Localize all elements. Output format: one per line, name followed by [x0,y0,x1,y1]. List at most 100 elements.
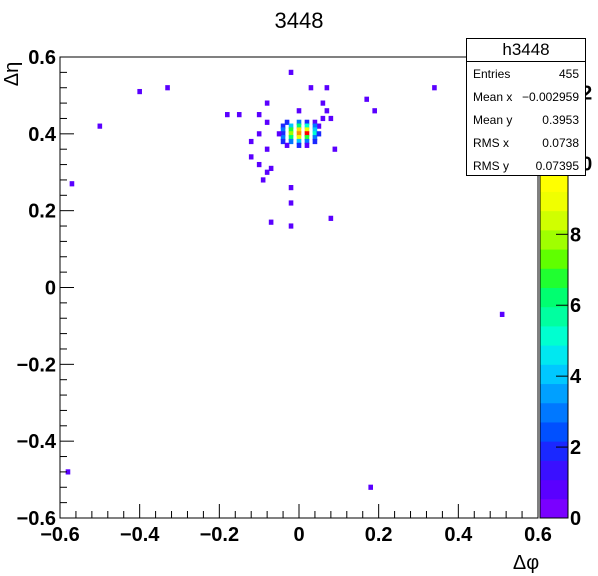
heatmap-cell [304,135,310,141]
heatmap-cell [137,88,142,95]
heatmap-cell [260,177,266,183]
palette-bin [540,383,568,404]
heatmap-cell [304,123,310,129]
palette-bin [540,287,568,308]
stats-row: Entries 455 [467,62,585,85]
heatmap-cell [288,200,294,206]
palette-bin [540,229,568,250]
heatmap-cell [312,123,318,129]
palette-bin [540,402,568,423]
stats-label: RMS x [473,135,509,150]
heatmap-cell [324,85,330,91]
stats-label: Mean y [473,112,513,127]
heatmap-cell [296,108,302,114]
stats-row: RMS y 0.07395 [467,154,585,177]
x-tick-label: 0 [293,524,304,546]
palette-bin [540,479,568,500]
stats-title: h3448 [467,39,585,62]
heatmap-cell [332,146,338,152]
heatmap-cell [312,138,318,145]
stats-value: 455 [558,66,579,81]
heatmap-cell [264,146,270,152]
palette-bin [540,268,568,288]
palette-bin [540,441,568,461]
heatmap-cell [296,142,302,148]
heatmap-cell [288,138,294,145]
stats-row: Mean y 0.3953 [467,108,585,131]
heatmap-cell [264,100,270,106]
heatmap-cell [280,127,286,133]
palette-bin [540,210,568,231]
x-axis: −0.6 −0.4 −0.2 0 0.2 0.4 0.6 [40,504,552,546]
heatmap-cell [288,131,294,137]
stats-label: Entries [473,66,511,81]
heatmap-cell [296,123,302,129]
heatmap-cell [316,123,322,129]
stats-value: 0.3953 [542,112,579,127]
heatmap-cell [256,161,262,168]
stats-value: −0.002959 [521,89,579,104]
palette-bin [540,460,568,481]
z-tick-label: 6 [570,295,581,317]
palette-bin [540,191,568,212]
heatmap-cell [372,108,377,114]
x-tick-label: −0.6 [40,524,79,546]
stats-value: 0.07395 [535,158,579,173]
heatmap-cell [280,123,286,129]
x-tick-label: 0.2 [365,524,393,546]
heatmap-cell [312,135,318,141]
heatmap-cell [288,69,294,75]
palette-bin [540,421,568,442]
heatmap-cell [288,223,294,229]
heatmap-cell [312,131,318,137]
x-tick-label: 0.4 [444,524,473,546]
x-tick-label: −0.2 [200,524,239,546]
heatmap-cell [320,115,326,122]
y-tick-label: −0.2 [17,354,56,376]
heatmap-cell [304,138,310,145]
heatmap-cell [368,484,373,490]
palette-bin [540,249,568,269]
heatmap-cell [296,138,302,145]
palette-bin [540,364,568,385]
heatmap-cell [324,108,330,114]
stats-label: Mean x [473,89,513,104]
heatmap-cell [432,85,437,91]
y-tick-label: −0.4 [17,431,57,453]
heatmap-cell [280,131,286,137]
stats-row: RMS x 0.0738 [467,131,585,154]
z-tick-label: 0 [570,508,581,530]
heatmap-cell [304,142,310,148]
palette-bin [540,325,568,346]
heatmap-cell [288,135,294,141]
heatmap-cell [296,119,302,125]
stats-box: h3448 Entries 455 Mean x −0.002959 Mean … [466,38,586,176]
heatmap-cell [312,127,318,133]
heatmap-cell [248,154,254,160]
chart-title: 3448 [275,8,324,33]
heatmap-cell [296,131,302,137]
heatmap-cell [225,112,230,118]
heatmap-cell [316,131,322,137]
heatmap-cell [264,119,270,125]
heatmap-cell [288,185,294,191]
heatmap-cell [280,138,286,145]
x-tick-label: 0.6 [524,524,552,546]
heatmap-cell [499,311,505,317]
heatmap-cell [288,123,294,129]
heatmap-cell [312,119,318,125]
y-tick-label: 0.4 [28,124,57,146]
palette-bin [540,498,568,519]
z-tick-label: 2 [570,437,581,459]
heatmap-cell [236,112,242,118]
y-tick-label: 0.2 [28,201,56,223]
heatmap-cell [65,469,71,475]
heatmap-cell [165,85,170,91]
heatmap-cell [328,115,334,122]
heatmap-cell [284,142,290,148]
heatmap-cell [296,127,302,133]
heatmap-cell [308,85,314,91]
heatmap-cell [304,119,310,125]
y-tick-label: 0 [45,278,56,300]
palette-bin [540,306,568,327]
